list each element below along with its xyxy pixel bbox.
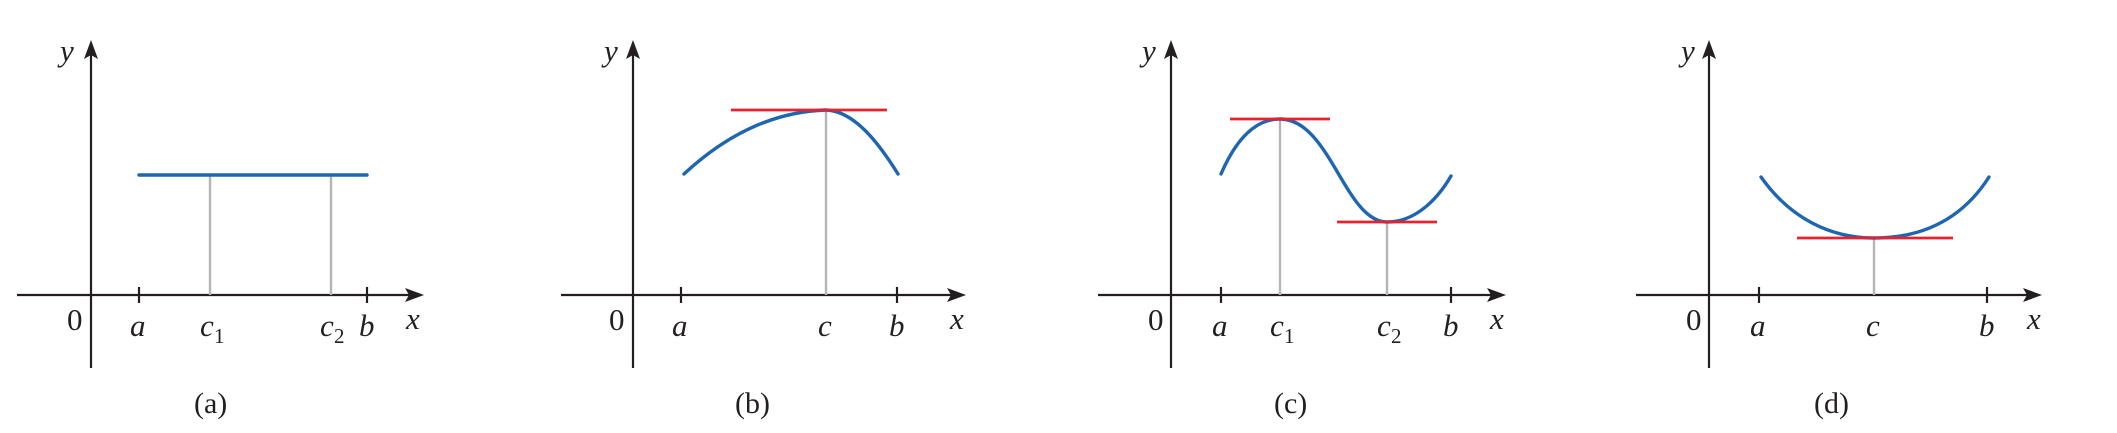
origin-label: 0 — [609, 302, 625, 337]
point-label-b: b — [1443, 308, 1459, 343]
panel-b: y x 0 a c b (b) — [561, 33, 966, 420]
origin-label: 0 — [1686, 302, 1702, 337]
y-axis-label: y — [601, 33, 618, 68]
x-axis-label: x — [2026, 301, 2041, 336]
x-axis-arrow — [947, 288, 966, 302]
panel-caption: (a) — [194, 387, 227, 420]
panel-d: y x 0 a c b (d) — [1636, 33, 2042, 420]
origin-label: 0 — [1148, 302, 1164, 337]
origin-label: 0 — [67, 302, 83, 337]
point-label-c2: c — [320, 308, 334, 343]
y-axis-arrow — [84, 40, 98, 59]
point-label-a: a — [672, 308, 688, 343]
point-label-a: a — [1750, 308, 1766, 343]
x-axis-label: x — [1489, 301, 1504, 336]
point-label-a: a — [130, 308, 146, 343]
panel-a: y x 0 a c 1 c 2 b (a) — [17, 33, 424, 420]
point-label-c1: c — [200, 308, 214, 343]
x-axis-arrow — [405, 288, 424, 302]
point-label-c1: c — [1270, 308, 1284, 343]
y-axis-arrow — [626, 40, 640, 59]
curve-with-max-and-min — [1219, 117, 1453, 224]
point-label-b: b — [1979, 308, 1995, 343]
point-label-c1-sub: 1 — [214, 324, 225, 348]
point-label-c2: c — [1377, 308, 1391, 343]
panel-caption: (b) — [735, 387, 770, 420]
point-label-c: c — [818, 308, 832, 343]
point-label-a: a — [1212, 308, 1228, 343]
panel-caption: (c) — [1274, 387, 1307, 420]
y-axis-label: y — [1139, 33, 1156, 68]
panel-c: y x 0 a c 1 c 2 b (c) — [1098, 33, 1506, 420]
y-axis-arrow — [1702, 40, 1716, 59]
x-axis-arrow — [1487, 288, 1506, 302]
y-axis-label: y — [57, 33, 74, 68]
panel-caption: (d) — [1814, 387, 1849, 420]
y-axis-label: y — [1678, 33, 1695, 68]
x-axis-label: x — [405, 301, 420, 336]
point-label-c1-sub: 1 — [1284, 324, 1295, 348]
y-axis-arrow — [1164, 40, 1178, 59]
x-axis-label: x — [949, 301, 964, 336]
point-label-c: c — [1866, 308, 1880, 343]
point-label-c2-sub: 2 — [1391, 324, 1402, 348]
point-label-c2-sub: 2 — [334, 324, 345, 348]
curve-with-minimum — [1759, 175, 1991, 240]
x-axis-arrow — [2023, 288, 2042, 302]
curve-with-maximum — [682, 108, 900, 176]
point-label-b: b — [889, 308, 905, 343]
point-label-b: b — [359, 308, 375, 343]
